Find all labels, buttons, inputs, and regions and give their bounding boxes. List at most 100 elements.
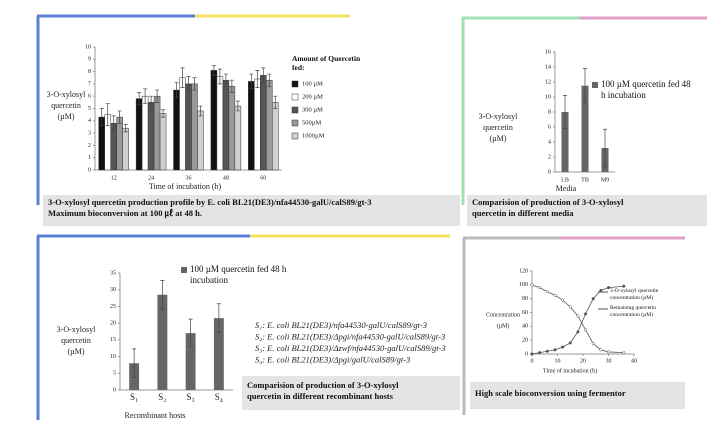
y-tick-label: 3: [88, 130, 91, 136]
legend-swatch: [291, 132, 299, 140]
y-axis-label: (µM): [489, 134, 506, 143]
bar: [260, 75, 267, 171]
bar: [234, 105, 242, 171]
x-tick-label: 0: [531, 358, 534, 364]
bar: [248, 81, 255, 171]
point: [553, 293, 557, 297]
caption: High scale bioconversion using fermentor: [475, 388, 626, 398]
y-tick-label: 2: [548, 154, 551, 160]
legend-swatch: [291, 119, 299, 127]
y-tick-label: 10: [85, 44, 91, 50]
y-tick-label: 0: [88, 167, 91, 173]
y-tick-label: 9: [88, 57, 91, 63]
error-bar: [174, 82, 179, 98]
y-tick-label: 4: [548, 139, 551, 145]
bar: [191, 83, 198, 171]
y-axis-label: Concentration: [486, 312, 520, 318]
error-bar: [132, 348, 137, 378]
y-axis-label: 3-O-xylosyl: [47, 90, 86, 99]
error-bar: [229, 79, 234, 93]
point: [576, 330, 580, 334]
error-bar: [143, 88, 148, 104]
x-tick-label: 40: [631, 358, 637, 364]
caption: quercetin in different recombinant hosts: [247, 391, 393, 401]
point: [545, 349, 549, 353]
error-bar: [123, 124, 128, 133]
y-tick-label: 35: [110, 270, 116, 276]
legend-title: Amount of Quercetin fed:: [292, 54, 361, 72]
x-tick-label: 20: [580, 358, 586, 364]
x-tick-label: 60: [260, 175, 266, 181]
y-tick-label: 8: [88, 69, 91, 75]
bar: [185, 333, 196, 390]
point: [599, 348, 603, 352]
caption-box: Comparision of production of 3-O-xylosyl: [247, 380, 398, 390]
y-tick-label: 0: [113, 387, 116, 393]
x-tick-label: S₄: [215, 392, 223, 402]
x-axis-label: Time of incubation (h): [149, 182, 222, 191]
error-bar: [223, 73, 228, 87]
caption-box: [467, 195, 707, 226]
x-tick-label: 48: [223, 175, 229, 181]
caption-box: 3-O-xylosyl quercetin production profile…: [48, 197, 371, 207]
bar: [228, 86, 236, 171]
y-tick-label: 100: [519, 282, 528, 288]
y-axis-label: quercetin: [483, 123, 513, 132]
point: [568, 341, 572, 345]
x-tick-label: S₃: [187, 392, 195, 402]
y-tick-label: 2: [88, 143, 91, 149]
point: [530, 352, 534, 356]
y-tick-label: 10: [545, 94, 551, 100]
error-bar: [99, 108, 104, 127]
y-axis-label: 3-O-xylosyl: [479, 112, 518, 121]
x-tick-label: S₁: [130, 392, 138, 402]
y-tick-label: 0: [548, 169, 551, 175]
legend-label: 1000µM: [302, 132, 325, 139]
point: [553, 348, 557, 352]
y-axis-label: (µM): [67, 347, 84, 356]
y-tick-label: 0: [525, 351, 528, 357]
bar: [135, 98, 143, 171]
caption-box: quercetin in different media: [472, 208, 573, 218]
point: [591, 297, 595, 301]
error-bar: [267, 73, 272, 87]
error-bar: [180, 67, 185, 88]
y-axis-label: (µM): [497, 322, 510, 329]
y-tick-label: 16: [545, 49, 551, 55]
point: [622, 284, 626, 288]
legend-label: Remaining quercetin concentration (µM): [610, 305, 656, 318]
legend-swatch: [181, 267, 187, 273]
y-tick-label: 30: [110, 287, 116, 293]
point: [584, 312, 588, 316]
bar: [222, 79, 230, 171]
error-bar: [563, 95, 567, 129]
point: [545, 290, 549, 294]
x-tick-label: 12: [111, 175, 117, 181]
bar: [157, 294, 168, 390]
y-tick-label: 6: [88, 94, 91, 100]
point: [584, 328, 588, 332]
error-bar: [160, 280, 165, 310]
y-axis-label: quercetin: [51, 101, 81, 110]
y-tick-label: 4: [88, 118, 91, 124]
point: [561, 298, 565, 302]
x-tick-label: M9: [601, 177, 609, 183]
x-tick-label: 36: [186, 175, 192, 181]
y-tick-label: 80: [522, 296, 528, 302]
point: [591, 342, 595, 346]
bar: [141, 95, 149, 171]
point: [576, 314, 580, 318]
bar: [561, 112, 569, 172]
legend-label: 300 µM: [302, 106, 323, 113]
x-tick-label: 30: [606, 358, 612, 364]
y-tick-label: 40: [522, 324, 528, 330]
error-bar: [188, 318, 193, 348]
error-bar: [137, 92, 142, 106]
y-tick-label: 14: [545, 64, 551, 70]
x-tick-label: 24: [148, 175, 154, 181]
error-bar: [198, 105, 203, 117]
legend-label-box: 3-O-xylosyl quercetin concentration (µM): [610, 288, 658, 301]
error-bar: [186, 76, 191, 92]
legend-label: 200 µM: [302, 93, 323, 100]
